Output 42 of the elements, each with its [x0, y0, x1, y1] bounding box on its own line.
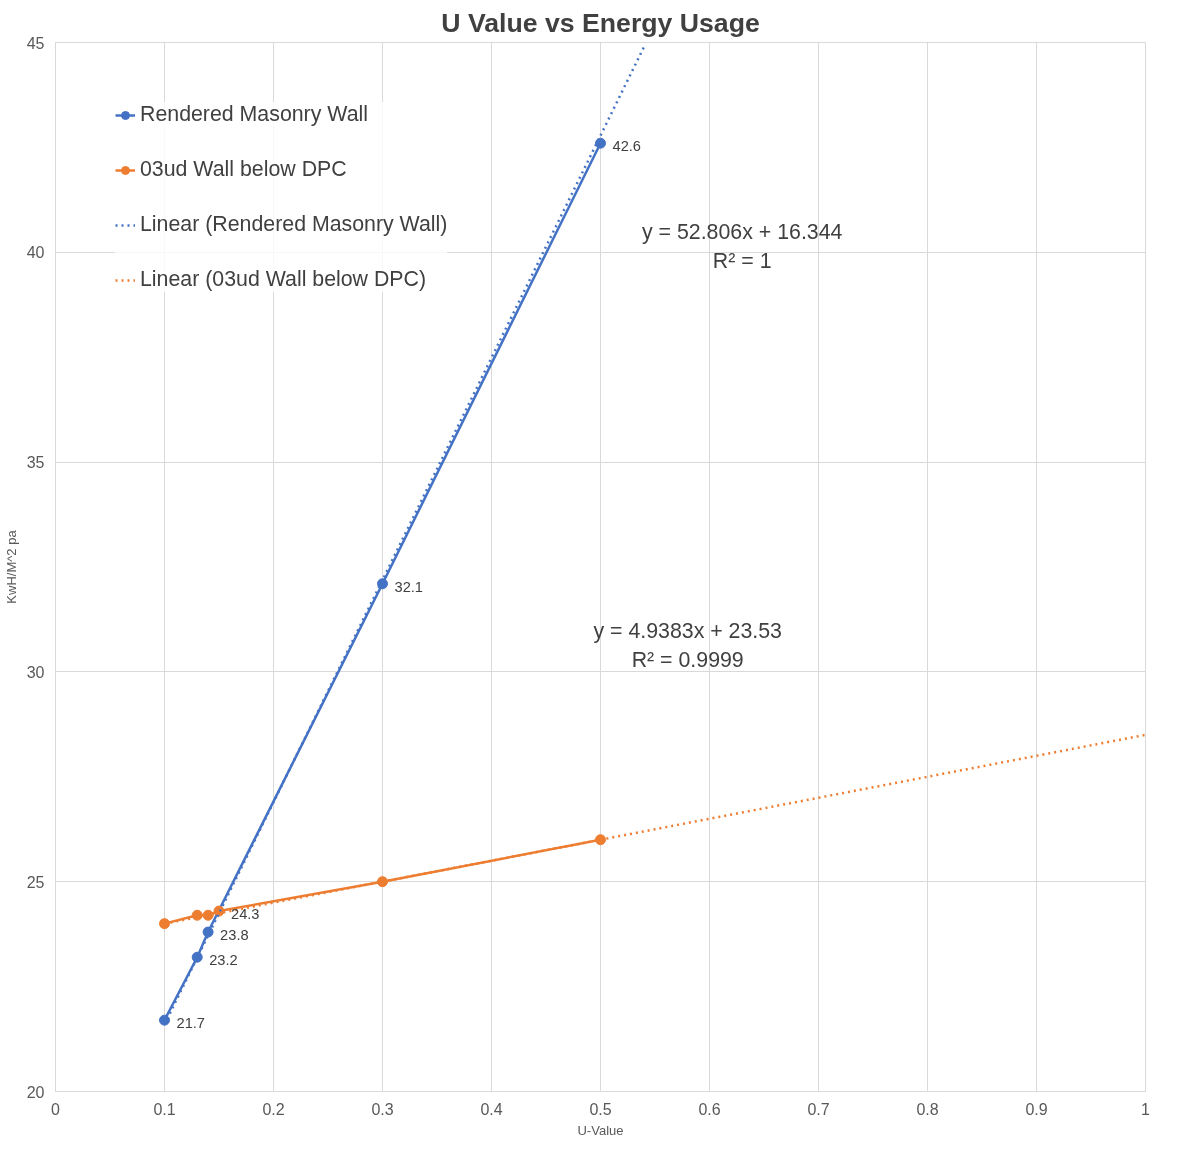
x-tick-label: 0.7 — [807, 1100, 830, 1118]
point — [202, 909, 214, 921]
data-label: 24.3 — [231, 906, 260, 923]
chart-title: U Value vs Energy Usage — [441, 7, 760, 38]
x-axis-title: U-Value — [577, 1122, 624, 1138]
x-tick-label: 0.9 — [1025, 1100, 1048, 1118]
x-tick-label: 0.5 — [589, 1100, 612, 1118]
point — [191, 951, 203, 963]
legend-label: Linear (03ud Wall below DPC) — [140, 267, 427, 292]
y-axis-title: KwH/M^2 pa — [3, 529, 19, 604]
legend-label: 03ud Wall below DPC — [140, 157, 347, 182]
x-tick-label: 0 — [51, 1100, 61, 1118]
point — [595, 137, 606, 149]
point — [202, 926, 214, 938]
x-tick-label: 0.2 — [262, 1100, 285, 1118]
x-tick-label: 0.6 — [698, 1100, 721, 1118]
y-tick-label: 35 — [26, 454, 45, 472]
legend-label: Rendered Masonry Wall — [140, 102, 368, 127]
point — [377, 876, 388, 888]
x-tick-label: 1 — [1141, 1100, 1151, 1118]
annotation: y = 4.9383x + 23.53 R² = 0.9999 — [593, 619, 782, 672]
x-tick-label: 0.3 — [371, 1100, 394, 1118]
legend-label: Linear (Rendered Masonry Wall) — [140, 212, 448, 237]
point — [191, 909, 203, 921]
data-label: 32.1 — [394, 578, 424, 595]
y-tick-label: 30 — [26, 663, 45, 681]
point — [159, 918, 170, 930]
x-tick-label: 0.1 — [153, 1100, 176, 1118]
x-tick-label: 0.8 — [916, 1100, 939, 1118]
data-label: 23.8 — [220, 927, 249, 944]
point — [377, 578, 388, 590]
y-tick-label: 40 — [26, 244, 45, 262]
annotation: y = 52.806x + 16.344 R² = 1 — [642, 220, 843, 274]
y-tick-label: 45 — [26, 34, 45, 52]
data-label: 21.7 — [176, 1015, 206, 1032]
data-label: 42.6 — [612, 138, 642, 155]
point — [159, 1014, 170, 1026]
y-tick-label: 25 — [26, 873, 45, 891]
data-label: 23.2 — [209, 952, 238, 969]
y-tick-label: 20 — [26, 1083, 45, 1101]
point — [595, 834, 606, 846]
x-tick-label: 0.4 — [480, 1100, 503, 1118]
